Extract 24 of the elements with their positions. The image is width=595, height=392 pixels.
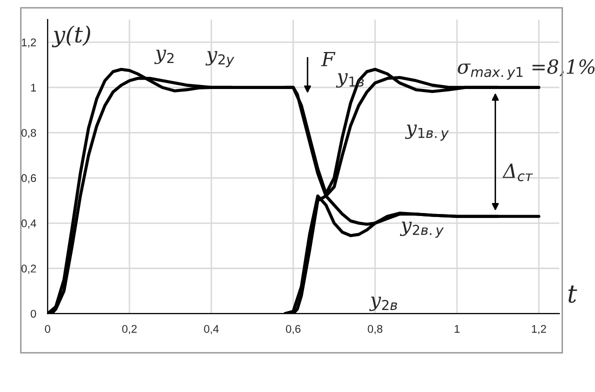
- x-tick-label: 1,2: [532, 325, 546, 334]
- annotation: y$_{2в}$: [369, 296, 398, 312]
- annotation: y$_{2у}$: [206, 51, 234, 68]
- annotation: y$_{2в.у}$: [400, 222, 444, 238]
- annotation: Δ$_{ст}$: [502, 164, 533, 182]
- annotation: σ$_{max.y1}$ =8,1%: [458, 59, 595, 80]
- y-tick-label: 0,6: [21, 174, 36, 184]
- y-tick-label: 1,2: [22, 38, 36, 48]
- x-tick-label: 0,6: [286, 325, 300, 334]
- x-axis-title: t: [568, 286, 578, 303]
- x-tick-label: 1: [454, 325, 460, 333]
- y-tick-label: 1: [31, 84, 36, 92]
- y-tick-label: 0: [30, 310, 36, 318]
- annotation: y$_{2}$: [154, 50, 174, 64]
- y-axis-title: y(t): [52, 25, 90, 48]
- x-tick-label: 0: [44, 325, 50, 333]
- y-tick-label: 0,4: [21, 219, 36, 229]
- x-tick-label: 0,8: [368, 325, 382, 334]
- annotation: F: [321, 52, 336, 66]
- y-tick-label: 0,2: [21, 264, 36, 274]
- x-tick-label: 0,4: [204, 325, 219, 334]
- annotation: y$_{1в.у}$: [405, 124, 449, 141]
- y-tick-label: 0,8: [21, 128, 36, 138]
- x-tick-label: 0,2: [122, 325, 137, 334]
